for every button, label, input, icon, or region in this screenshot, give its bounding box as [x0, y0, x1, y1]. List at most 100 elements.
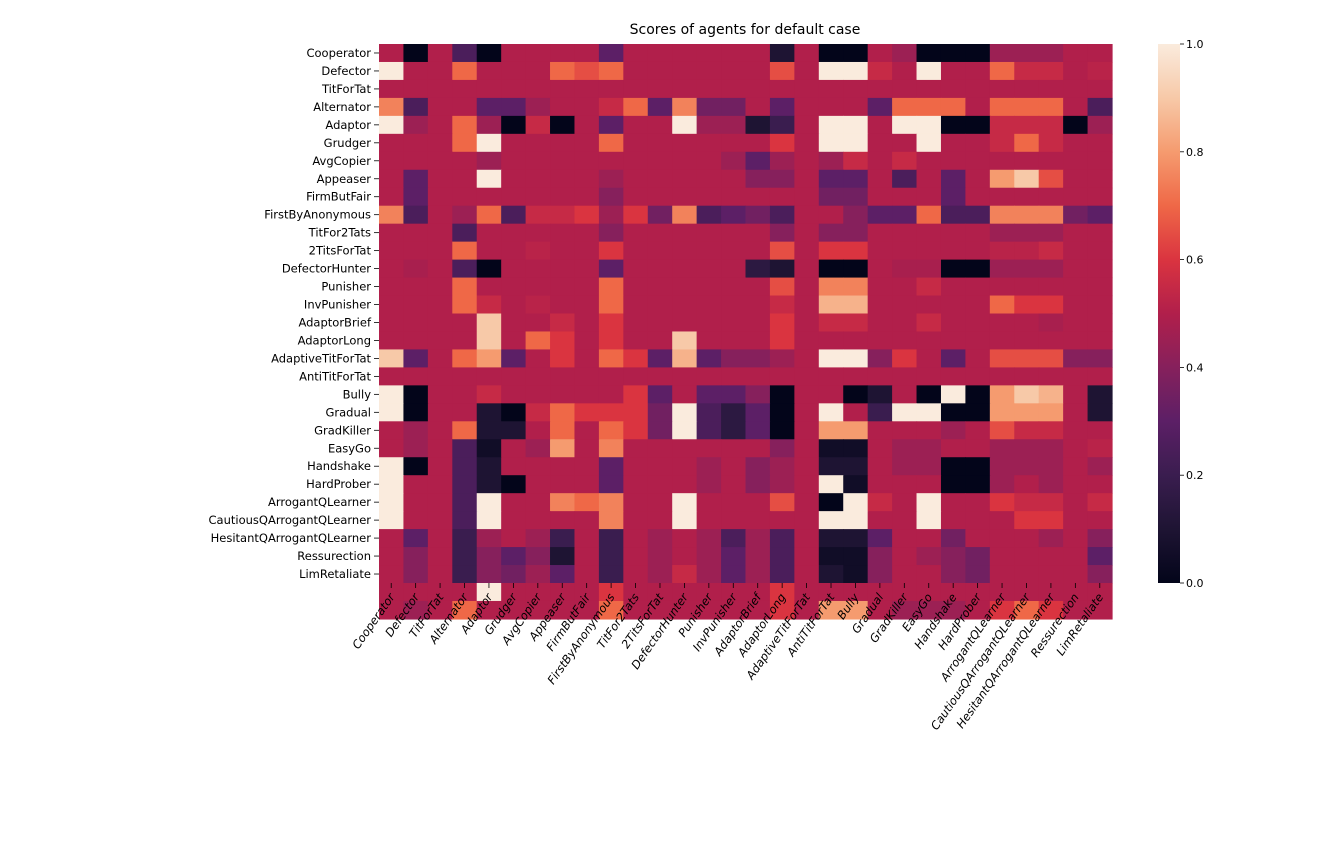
heatmap-cell — [965, 205, 991, 225]
heatmap-cell — [1038, 331, 1064, 351]
heatmap-cell — [525, 403, 551, 422]
heatmap-cell — [525, 151, 551, 171]
heatmap-cell — [745, 511, 771, 530]
heatmap-cell — [623, 475, 649, 494]
heatmap-cell — [647, 277, 673, 297]
heatmap-cell — [940, 403, 966, 422]
heatmap-cell — [1063, 259, 1089, 279]
y-tick-label: TitFor2Tats — [308, 226, 371, 240]
heatmap-cell — [452, 385, 478, 404]
heatmap-cell — [1063, 457, 1089, 476]
heatmap-cell — [452, 511, 478, 530]
heatmap-cell — [794, 475, 820, 494]
heatmap-cell — [769, 169, 795, 189]
heatmap-cell — [965, 115, 991, 135]
colorbar: 0.0 0.2 0.4 0.6 0.8 1.0 — [1158, 38, 1204, 590]
heatmap-cell — [525, 583, 551, 602]
heatmap-cell — [403, 511, 429, 530]
heatmap-cell — [403, 313, 429, 333]
heatmap-cell — [794, 457, 820, 476]
heatmap-cell — [403, 547, 429, 566]
heatmap-cell — [550, 97, 576, 117]
heatmap-cell — [574, 115, 600, 135]
heatmap-cell — [1063, 600, 1089, 620]
heatmap-cell — [550, 457, 576, 476]
heatmap-cell — [647, 61, 673, 81]
heatmap-cell — [721, 277, 747, 297]
heatmap-cell — [989, 475, 1015, 494]
heatmap-cell — [769, 349, 795, 368]
heatmap-cell — [769, 331, 795, 351]
heatmap-cell — [379, 511, 405, 530]
heatmap-cell — [623, 97, 649, 117]
heatmap-cell — [452, 313, 478, 333]
heatmap-cell — [550, 600, 576, 620]
heatmap-cell — [623, 367, 649, 386]
heatmap-cell — [501, 493, 527, 512]
heatmap-cell — [843, 565, 869, 584]
heatmap-cell — [1038, 259, 1064, 279]
heatmap-cell — [892, 133, 918, 153]
heatmap-cell — [550, 385, 576, 404]
heatmap-cell — [598, 457, 624, 476]
heatmap-cell — [892, 600, 918, 620]
heatmap-cell — [598, 475, 624, 494]
heatmap-cell — [672, 241, 698, 261]
heatmap-cell — [379, 97, 405, 117]
heatmap-cell — [892, 295, 918, 315]
heatmap-cell — [574, 349, 600, 368]
heatmap-cell — [452, 151, 478, 171]
heatmap-cell — [550, 565, 576, 584]
heatmap-cell — [452, 295, 478, 315]
heatmap-cell — [989, 205, 1015, 225]
heatmap-cell — [745, 205, 771, 225]
y-tick-label: Handshake — [307, 459, 371, 473]
heatmap-cell — [574, 61, 600, 81]
heatmap-cell — [892, 547, 918, 566]
heatmap-cell — [550, 205, 576, 225]
heatmap-cell — [818, 295, 844, 315]
heatmap-cell — [476, 367, 502, 386]
heatmap-cell — [427, 205, 453, 225]
heatmap-cell — [843, 600, 869, 620]
heatmap-cell — [818, 403, 844, 422]
heatmap-cell — [721, 187, 747, 207]
heatmap-cell — [1014, 241, 1040, 261]
heatmap-cell — [550, 295, 576, 315]
heatmap-cell — [525, 241, 551, 261]
heatmap-cell — [940, 439, 966, 458]
heatmap-cell — [550, 187, 576, 207]
heatmap-cell — [1087, 44, 1113, 63]
heatmap-cell — [476, 529, 502, 548]
heatmap-cell — [940, 529, 966, 548]
heatmap-cell — [623, 259, 649, 279]
heatmap-cell — [452, 421, 478, 440]
heatmap-cell — [989, 547, 1015, 566]
heatmap-cell — [892, 79, 918, 99]
heatmap-cell — [598, 313, 624, 333]
heatmap-cell — [916, 115, 942, 135]
y-tick-label: Bully — [343, 387, 372, 401]
heatmap-cell — [1038, 151, 1064, 171]
heatmap-cell — [452, 547, 478, 566]
heatmap-cells — [379, 44, 1113, 620]
heatmap-cell — [1038, 547, 1064, 566]
heatmap-cell — [476, 259, 502, 279]
heatmap-cell — [403, 277, 429, 297]
heatmap-cell — [916, 259, 942, 279]
heatmap-cell — [403, 44, 429, 63]
heatmap-cell — [427, 241, 453, 261]
heatmap-cell — [574, 475, 600, 494]
heatmap-cell — [745, 421, 771, 440]
heatmap-cell — [1087, 457, 1113, 476]
heatmap-cell — [1087, 79, 1113, 99]
heatmap-cell — [501, 97, 527, 117]
heatmap-cell — [623, 331, 649, 351]
heatmap-cell — [696, 565, 722, 584]
heatmap-cell — [476, 115, 502, 135]
heatmap-cell — [843, 79, 869, 99]
heatmap-cell — [623, 61, 649, 81]
heatmap-cell — [501, 205, 527, 225]
heatmap-cell — [696, 403, 722, 422]
heatmap-cell — [965, 565, 991, 584]
